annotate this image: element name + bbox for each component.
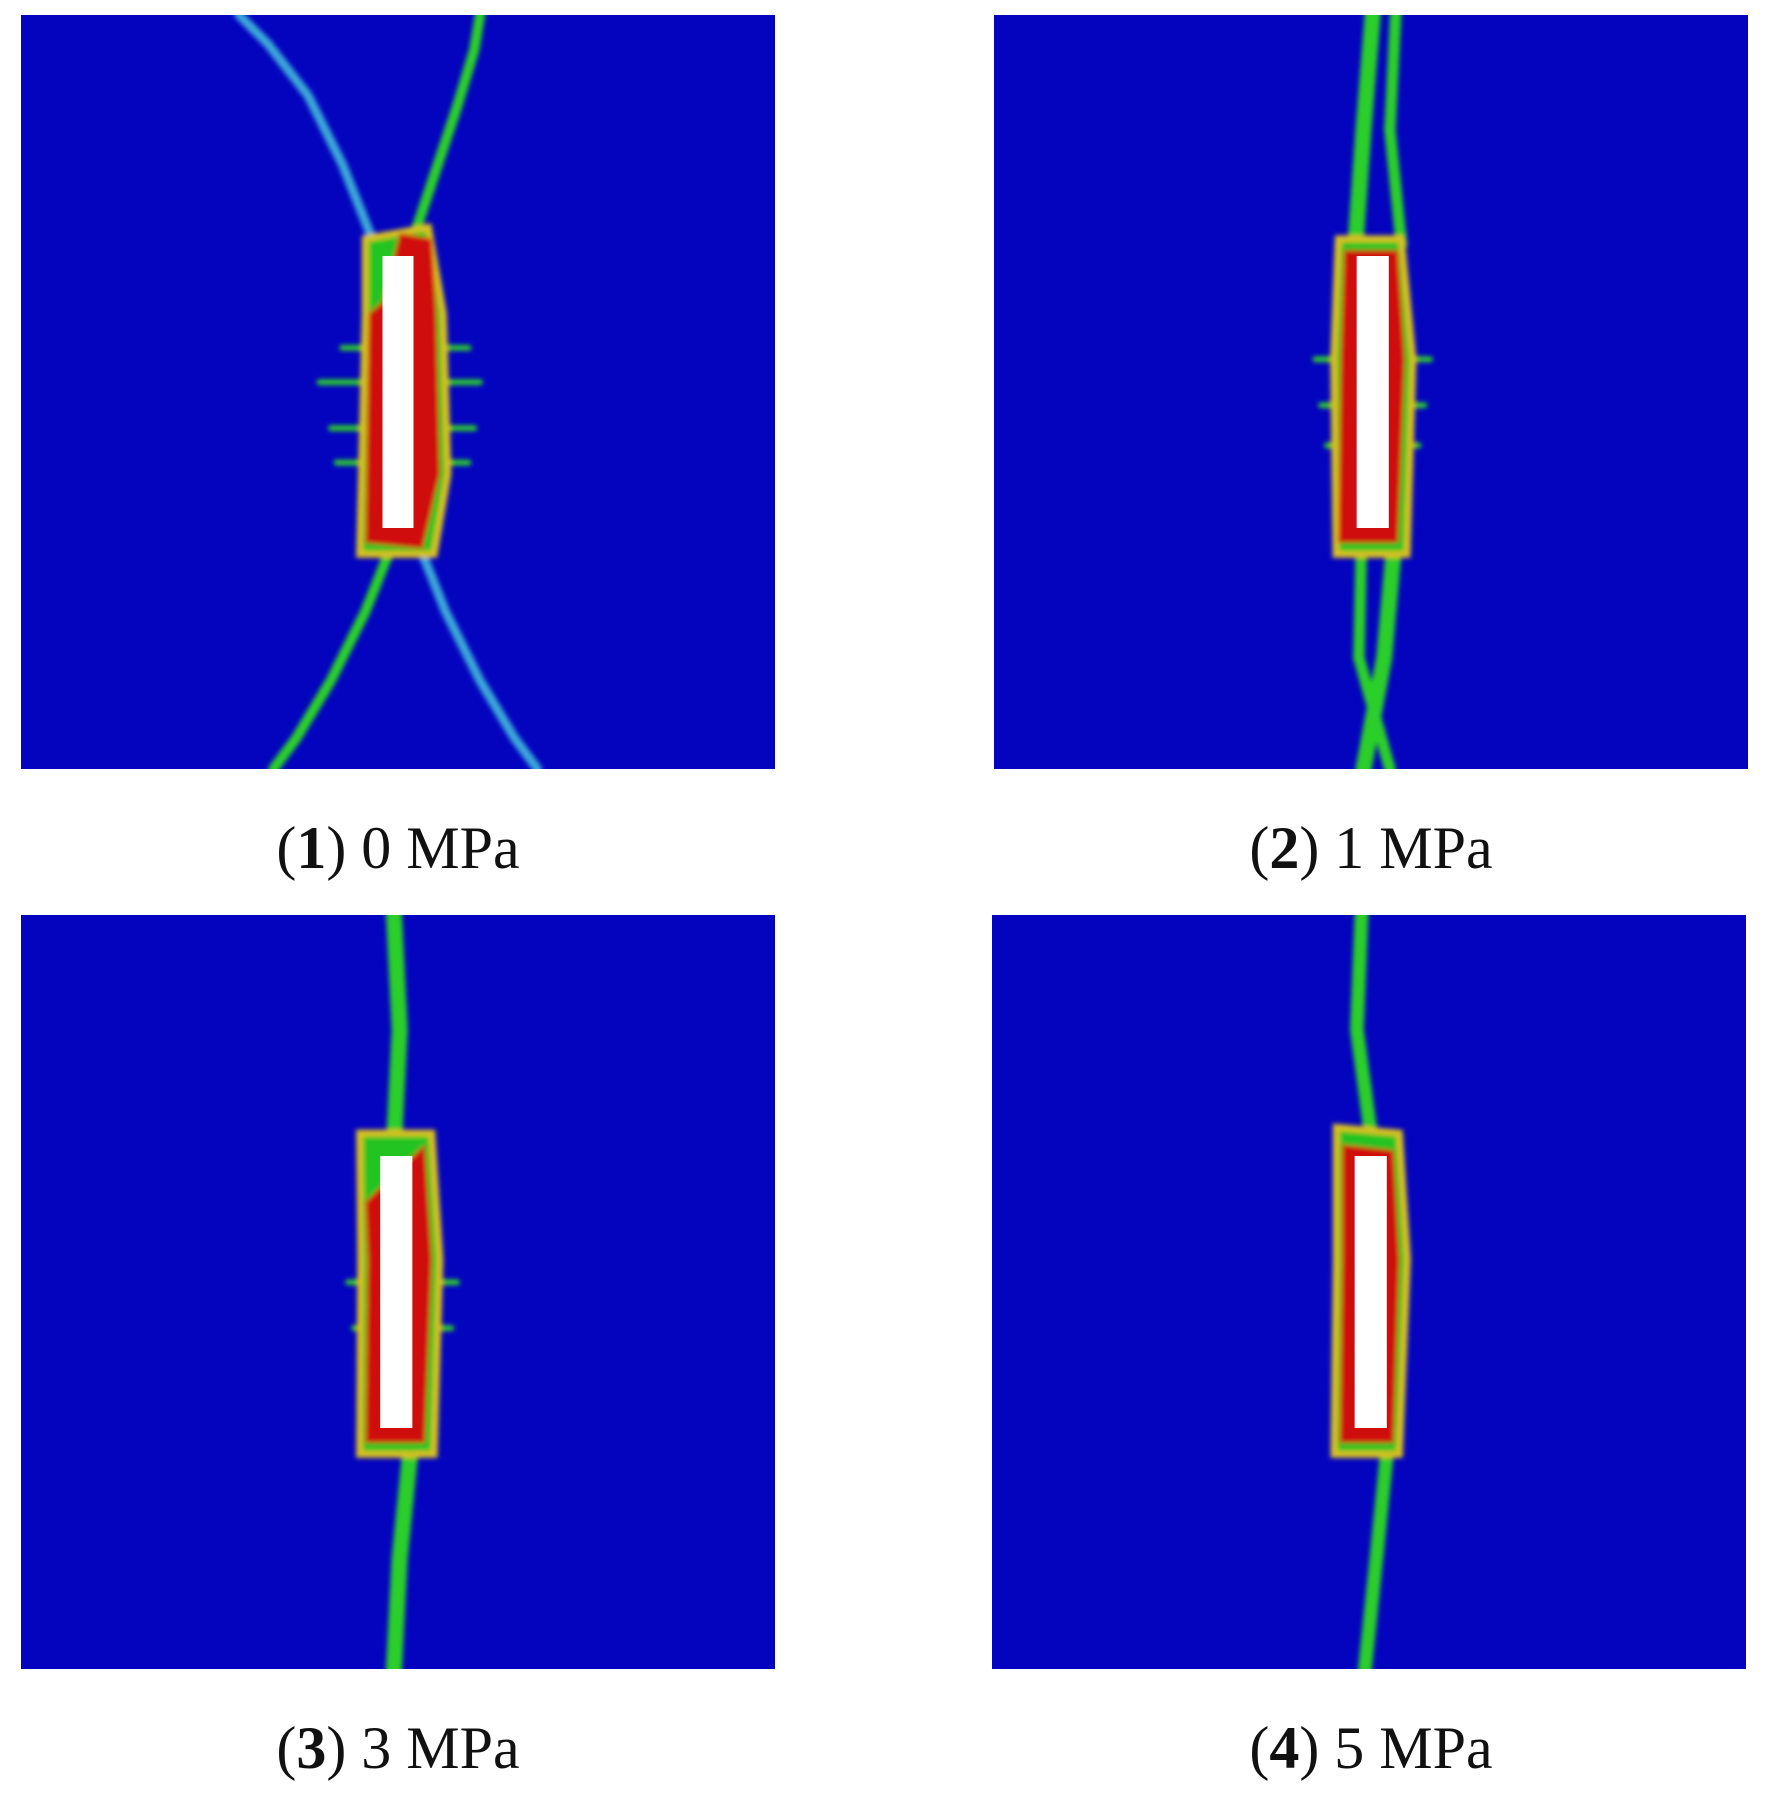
caption-open: ( [1249, 815, 1270, 881]
caption-number: 4 [1269, 1715, 1300, 1781]
simulation-panel [994, 15, 1748, 769]
panel-caption: (1) 0 MPa [21, 813, 775, 883]
simulation-panel [992, 915, 1746, 1669]
caption-text: ) 3 MPa [326, 1715, 520, 1781]
caption-text: ) 0 MPa [326, 815, 520, 881]
caption-open: ( [1249, 1715, 1270, 1781]
simulation-panel [21, 15, 775, 769]
caption-open: ( [276, 1715, 297, 1781]
caption-text: ) 5 MPa [1299, 1715, 1493, 1781]
caption-number: 3 [296, 1715, 327, 1781]
panel-caption: (4) 5 MPa [994, 1713, 1748, 1783]
panel-caption: (3) 3 MPa [21, 1713, 775, 1783]
caption-number: 2 [1269, 815, 1300, 881]
panel-caption: (2) 1 MPa [994, 813, 1748, 883]
caption-number: 1 [296, 815, 327, 881]
caption-text: ) 1 MPa [1299, 815, 1493, 881]
simulation-panel [21, 915, 775, 1669]
caption-open: ( [276, 815, 297, 881]
